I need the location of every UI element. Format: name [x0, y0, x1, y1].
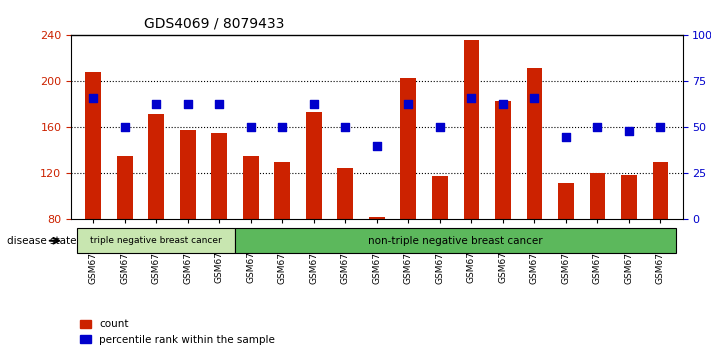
Bar — [487, 35, 518, 219]
Point — [213, 101, 225, 106]
Bar — [180, 130, 196, 219]
Text: disease state: disease state — [7, 236, 77, 246]
Point — [371, 143, 383, 149]
Bar — [330, 35, 361, 219]
Bar — [495, 101, 510, 219]
Bar — [172, 35, 203, 219]
Bar — [432, 176, 448, 219]
Bar — [518, 35, 550, 219]
Bar — [400, 78, 416, 219]
Point — [466, 95, 477, 101]
Point — [119, 125, 130, 130]
Bar — [464, 40, 479, 219]
Bar — [109, 35, 141, 219]
Bar — [456, 35, 487, 219]
Point — [560, 134, 572, 139]
Bar — [117, 156, 132, 219]
Bar — [203, 35, 235, 219]
Bar — [653, 162, 668, 219]
Legend: count, percentile rank within the sample: count, percentile rank within the sample — [76, 315, 279, 349]
Point — [529, 95, 540, 101]
Bar — [582, 35, 613, 219]
Bar — [361, 35, 392, 219]
Bar — [527, 68, 542, 219]
Bar — [306, 113, 321, 219]
Text: triple negative breast cancer: triple negative breast cancer — [90, 236, 222, 245]
Bar — [243, 156, 259, 219]
Bar — [613, 35, 645, 219]
Point — [245, 125, 257, 130]
Bar — [338, 168, 353, 219]
Bar — [298, 35, 330, 219]
Bar — [645, 35, 676, 219]
Bar — [589, 173, 605, 219]
FancyBboxPatch shape — [235, 228, 676, 253]
Point — [308, 101, 319, 106]
Point — [340, 125, 351, 130]
Text: GDS4069 / 8079433: GDS4069 / 8079433 — [144, 16, 285, 30]
Bar — [149, 114, 164, 219]
Point — [624, 128, 635, 134]
Bar — [267, 35, 298, 219]
Point — [182, 101, 193, 106]
Bar — [424, 35, 456, 219]
Bar — [550, 35, 582, 219]
Point — [151, 101, 162, 106]
Bar — [369, 217, 385, 219]
Point — [497, 101, 508, 106]
Bar — [558, 183, 574, 219]
Bar — [274, 162, 290, 219]
Bar — [211, 133, 227, 219]
Point — [402, 101, 414, 106]
FancyBboxPatch shape — [77, 228, 235, 253]
Point — [592, 125, 603, 130]
Point — [87, 95, 99, 101]
Text: non-triple negative breast cancer: non-triple negative breast cancer — [368, 236, 543, 246]
Point — [434, 125, 446, 130]
Bar — [85, 72, 101, 219]
Bar — [235, 35, 267, 219]
Bar — [141, 35, 172, 219]
Point — [277, 125, 288, 130]
Point — [655, 125, 666, 130]
Bar — [621, 175, 637, 219]
Bar — [392, 35, 424, 219]
Bar — [77, 35, 109, 219]
